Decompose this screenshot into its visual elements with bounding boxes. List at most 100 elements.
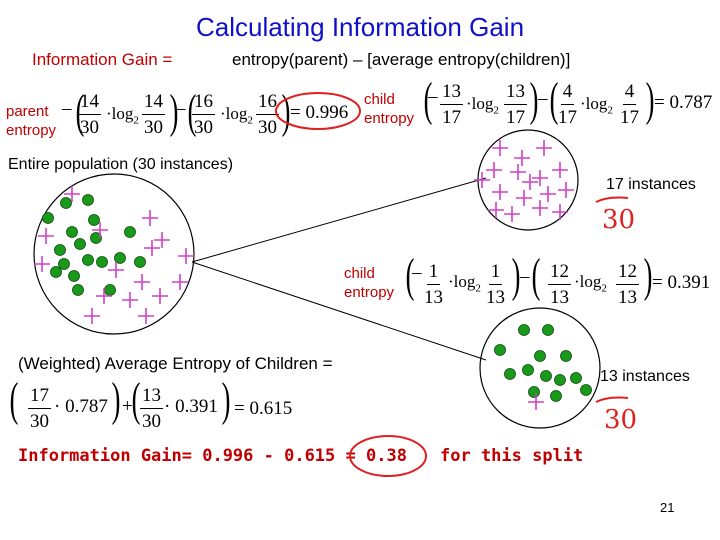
child1-fraction-2: 4 17 [558, 81, 577, 128]
class-plus-marker [552, 162, 568, 178]
class-dot-marker [540, 370, 552, 382]
child1-entropy-label: child entropy [364, 91, 415, 127]
class-plus-marker [84, 308, 100, 324]
class-plus-marker [172, 274, 188, 290]
class-plus-marker [144, 240, 160, 256]
annotation-circle-gain [349, 435, 427, 477]
paren-open: ( [531, 249, 541, 302]
child1-result: = 0.787 [654, 92, 713, 113]
paren-close: ) [529, 73, 539, 126]
class-dot-marker [554, 374, 566, 386]
log-term: ·log2 [580, 94, 613, 117]
log-term: ·log2 [574, 272, 607, 295]
minus-sign: – [428, 86, 438, 107]
class-plus-marker [492, 184, 508, 200]
parent-entropy-label: parent entropy [6, 103, 57, 139]
weight-fraction-1: 17 30 [28, 385, 51, 432]
paren-close: ) [511, 249, 521, 302]
branch-line-upper [191, 177, 487, 263]
log-term: ·log2 [466, 94, 499, 117]
formula-label: Information Gain = [32, 50, 173, 69]
class-dot-marker [90, 232, 102, 244]
class-dot-marker [66, 226, 78, 238]
class-dot-marker [528, 386, 540, 398]
log-term: ·log2 [106, 104, 139, 127]
child2-fraction-1: 1 13 [424, 261, 443, 308]
parent-fraction-1: 14 30 [78, 91, 101, 138]
handwritten-line-lower [595, 396, 629, 403]
class-dot-marker [72, 284, 84, 296]
information-gain-line: Information Gain= 0.996 - 0.615 = 0.38 [18, 446, 407, 466]
class-dot-marker [534, 350, 546, 362]
class-dot-marker [82, 194, 94, 206]
class-plus-marker [540, 186, 556, 202]
class-plus-marker [510, 164, 526, 180]
class-dot-marker [124, 226, 136, 238]
paren-open: ( [423, 73, 433, 126]
class-dot-marker [96, 256, 108, 268]
child2-fraction-2: 12 13 [548, 261, 571, 308]
parent-fraction-1b: 14 30 [142, 91, 165, 138]
paren-open: ( [131, 373, 141, 426]
parent-fraction-2: 16 30 [192, 91, 215, 138]
handwritten-30-upper: 30 [602, 205, 635, 235]
class-plus-marker [64, 186, 80, 202]
paren-close: ) [645, 73, 655, 126]
child1-fraction-2b: 4 17 [620, 81, 639, 128]
class-plus-marker [488, 202, 504, 218]
instances-13-label: 13 instances [600, 368, 690, 385]
instances-17-label: 17 instances [606, 176, 696, 193]
class-dot-marker [50, 266, 62, 278]
parent-result: = 0.996 [290, 102, 349, 123]
class-plus-marker [514, 150, 530, 166]
child1-fraction-1: 13 17 [440, 81, 463, 128]
paren-open: ( [75, 85, 85, 138]
class-plus-marker [152, 288, 168, 304]
class-plus-marker [486, 162, 502, 178]
formula-expression: entropy(parent) – [average entropy(child… [232, 50, 571, 69]
class-plus-marker [536, 140, 552, 156]
class-dot-marker [60, 197, 72, 209]
class-plus-marker [558, 182, 574, 198]
class-dot-marker [522, 364, 534, 376]
population-label: Entire population (30 instances) [8, 156, 234, 173]
class-dot-marker [134, 256, 146, 268]
class-plus-marker [108, 262, 124, 278]
minus-sign: – [176, 98, 186, 119]
minus-sign: – [520, 266, 530, 287]
paren-open: ( [9, 373, 19, 426]
child-1-circle [477, 129, 579, 231]
weighted-value-1: · 0.787 [54, 396, 108, 417]
class-dot-marker [42, 212, 54, 224]
class-dot-marker [68, 270, 80, 282]
class-dot-marker [542, 324, 554, 336]
paren-open: ( [405, 249, 415, 302]
slide-title: Calculating Information Gain [195, 12, 525, 42]
class-dot-marker [54, 244, 66, 256]
handwritten-30-lower: 30 [604, 405, 637, 435]
weighted-result: = 0.615 [234, 398, 293, 419]
class-plus-marker [96, 288, 112, 304]
parent-fraction-2b: 16 30 [256, 91, 279, 138]
class-plus-marker [474, 172, 490, 188]
paren-close: ) [643, 249, 653, 302]
class-dot-marker [88, 214, 100, 226]
class-plus-marker [552, 204, 568, 220]
split-label: for this split [440, 446, 584, 466]
class-dot-marker [494, 344, 506, 356]
class-plus-marker [154, 232, 170, 248]
class-plus-marker [134, 274, 150, 290]
child2-fraction-1b: 1 13 [486, 261, 505, 308]
child1-fraction-1b: 13 17 [504, 81, 527, 128]
weighted-average-label: (Weighted) Average Entropy of Children = [18, 354, 333, 373]
class-dot-marker [550, 390, 562, 402]
class-plus-marker [528, 394, 544, 410]
class-plus-marker [142, 210, 158, 226]
branch-line-lower [191, 261, 487, 361]
class-plus-marker [122, 292, 138, 308]
parent-population-circle [33, 173, 195, 335]
class-dot-marker [82, 254, 94, 266]
paren-open: ( [187, 85, 197, 138]
